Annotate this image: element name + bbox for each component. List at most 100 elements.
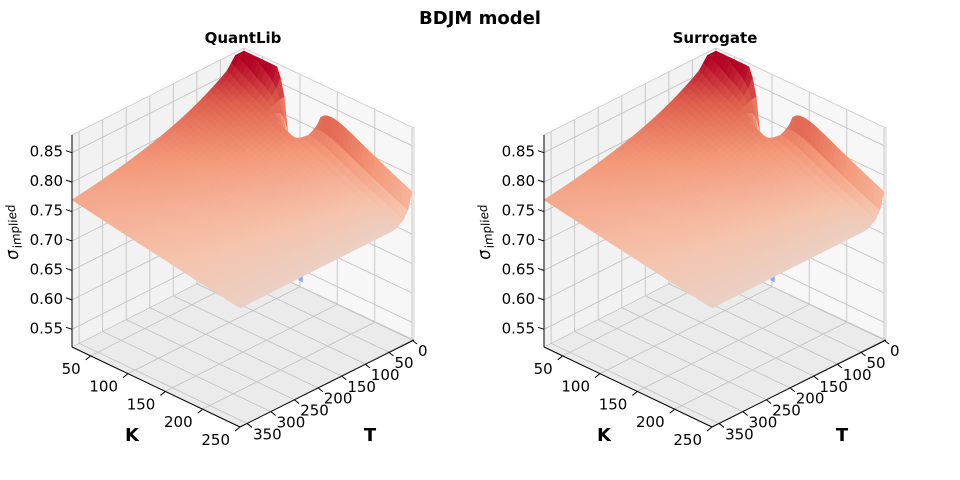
z-tick-label: 0.75 [30, 202, 63, 220]
k-axis-line [71, 346, 241, 428]
panel-title: QuantLib [205, 29, 282, 47]
t-tick-label: 200 [796, 390, 825, 408]
z-tick [537, 179, 545, 183]
z-tick [65, 267, 73, 271]
t-tick-label: 350 [253, 425, 282, 443]
k-tick [557, 355, 563, 361]
z-tick [65, 326, 73, 330]
k-tick [706, 426, 713, 432]
z-axis-label: σimplied [466, 203, 498, 262]
t-tick-label: 100 [371, 366, 400, 384]
k-tick [632, 391, 638, 396]
z-axis-label-sigma: σ [474, 246, 496, 261]
z-tick-label: 0.65 [30, 260, 63, 278]
z-tick-label: 0.55 [30, 319, 63, 337]
z-axis-label-sigma: σ [2, 246, 24, 261]
k-tick [594, 373, 601, 379]
z-tick [537, 297, 545, 301]
t-tick-label: 0 [418, 342, 428, 360]
t-tick-label: 300 [749, 414, 778, 432]
t-tick-label: 200 [324, 390, 353, 408]
k-tick-label: 100 [89, 378, 118, 396]
z-tick [537, 326, 545, 330]
panel-surrogate: Surrogate 501001502002500501001502002503… [466, 29, 900, 449]
t-tick-label: 250 [300, 402, 329, 420]
k-axis-line [543, 346, 713, 428]
k-tick-label: 250 [201, 431, 230, 449]
surface-facet [235, 303, 245, 309]
t-tick [813, 375, 819, 381]
t-tick-label: 50 [394, 354, 413, 372]
t-tick-label: 100 [843, 366, 872, 384]
t-tick-label: 0 [890, 342, 900, 360]
z-tick [65, 179, 73, 183]
t-tick-label: 250 [772, 402, 801, 420]
z-tick-label: 0.60 [30, 290, 63, 308]
k-tick-label: 150 [599, 395, 628, 413]
t-tick [836, 363, 843, 369]
t-tick [246, 423, 253, 428]
t-axis-line [239, 339, 415, 428]
z-tick [65, 150, 73, 154]
t-tick [270, 411, 276, 416]
k-tick [122, 373, 129, 379]
k-tick-label: 50 [62, 360, 81, 378]
z-tick-label: 0.70 [502, 231, 535, 249]
t-tick-label: 50 [866, 354, 885, 372]
z-tick-label: 0.85 [30, 143, 63, 161]
t-tick-label: 150 [347, 378, 376, 396]
k-tick [669, 408, 675, 414]
k-axis-label: K [597, 425, 612, 446]
z-axis-label-sub: implied [475, 203, 497, 249]
k-tick-label: 250 [673, 431, 702, 449]
t-tick [789, 387, 796, 393]
t-tick-label: 150 [819, 378, 848, 396]
z-tick-label: 0.80 [30, 172, 63, 190]
t-tick [883, 339, 890, 345]
z-tick-label: 0.65 [502, 260, 535, 278]
t-tick [293, 399, 300, 404]
k-tick [197, 408, 203, 414]
z-tick-label: 0.70 [30, 231, 63, 249]
z-axis-label: σimplied [0, 203, 27, 262]
k-tick-label: 150 [127, 395, 156, 413]
k-tick-label: 200 [164, 413, 193, 431]
z-tick-label: 0.55 [502, 319, 535, 337]
t-tick [317, 387, 324, 393]
t-axis-label: T [836, 425, 849, 446]
z-tick [537, 150, 545, 154]
t-tick [860, 351, 866, 357]
z-tick-label: 0.75 [502, 202, 535, 220]
surface-facet [707, 303, 717, 309]
z-tick [65, 297, 73, 301]
z-tick [65, 209, 73, 213]
k-tick-label: 100 [561, 378, 590, 396]
z-tick-label: 0.60 [502, 290, 535, 308]
t-axis-line [711, 339, 887, 428]
surface [71, 50, 413, 309]
figure-title: BDJM model [419, 8, 541, 29]
z-tick-label: 0.85 [502, 143, 535, 161]
t-tick [411, 339, 418, 345]
z-tick [537, 209, 545, 213]
k-tick-label: 50 [534, 360, 553, 378]
z-axis-label-sub: implied [3, 203, 25, 249]
z-tick-label: 0.80 [502, 172, 535, 190]
t-tick-label: 300 [277, 414, 306, 432]
t-tick [718, 423, 725, 428]
k-tick [85, 355, 91, 361]
k-tick-label: 200 [636, 413, 665, 431]
t-tick [364, 363, 371, 369]
t-tick [388, 351, 394, 357]
k-tick [234, 426, 241, 432]
t-axis-label: T [364, 425, 377, 446]
k-axis-label: K [125, 425, 140, 446]
z-tick [537, 267, 545, 271]
t-tick [742, 411, 748, 416]
panel-title: Surrogate [673, 29, 758, 47]
k-tick [160, 391, 166, 396]
z-tick [65, 238, 73, 242]
panel-quantlib: QuantLib 5010015020025005010015020025030… [0, 29, 428, 449]
t-tick-label: 350 [725, 425, 754, 443]
